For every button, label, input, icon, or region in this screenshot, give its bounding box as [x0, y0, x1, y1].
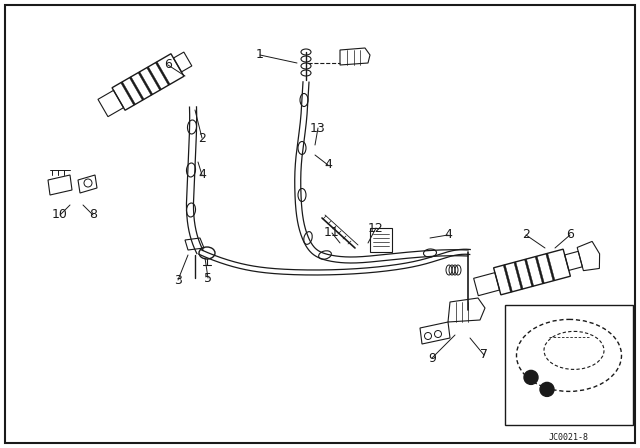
Text: 7: 7	[480, 349, 488, 362]
Bar	[503, 265, 513, 292]
Text: 4: 4	[198, 168, 206, 181]
Text: 9: 9	[428, 352, 436, 365]
Text: 2: 2	[198, 132, 206, 145]
Bar	[138, 72, 153, 95]
Bar	[370, 228, 392, 252]
Text: 8: 8	[89, 208, 97, 221]
Bar	[173, 52, 192, 72]
Bar	[156, 62, 170, 85]
Bar	[147, 67, 161, 90]
Bar	[129, 77, 144, 100]
Text: 12: 12	[368, 221, 384, 234]
Bar	[505, 305, 633, 425]
Bar	[474, 273, 500, 296]
Text: 4: 4	[324, 159, 332, 172]
Text: 3: 3	[174, 273, 182, 287]
Bar	[112, 54, 184, 110]
Bar	[121, 82, 136, 105]
Text: 1: 1	[256, 48, 264, 61]
Text: 2: 2	[522, 228, 530, 241]
Text: 11: 11	[324, 227, 340, 240]
Bar	[535, 256, 544, 284]
Bar	[98, 90, 124, 116]
Circle shape	[524, 370, 538, 384]
Text: 5: 5	[204, 271, 212, 284]
Bar	[493, 249, 570, 295]
Bar	[525, 259, 534, 287]
Circle shape	[540, 383, 554, 396]
Text: 6: 6	[566, 228, 574, 241]
Text: 10: 10	[52, 208, 68, 221]
Bar	[546, 253, 555, 281]
Text: 13: 13	[310, 121, 326, 134]
Text: 6: 6	[164, 59, 172, 72]
Bar	[514, 262, 523, 289]
Text: JC0021-8: JC0021-8	[549, 433, 589, 442]
Text: 4: 4	[444, 228, 452, 241]
Bar	[564, 251, 582, 271]
